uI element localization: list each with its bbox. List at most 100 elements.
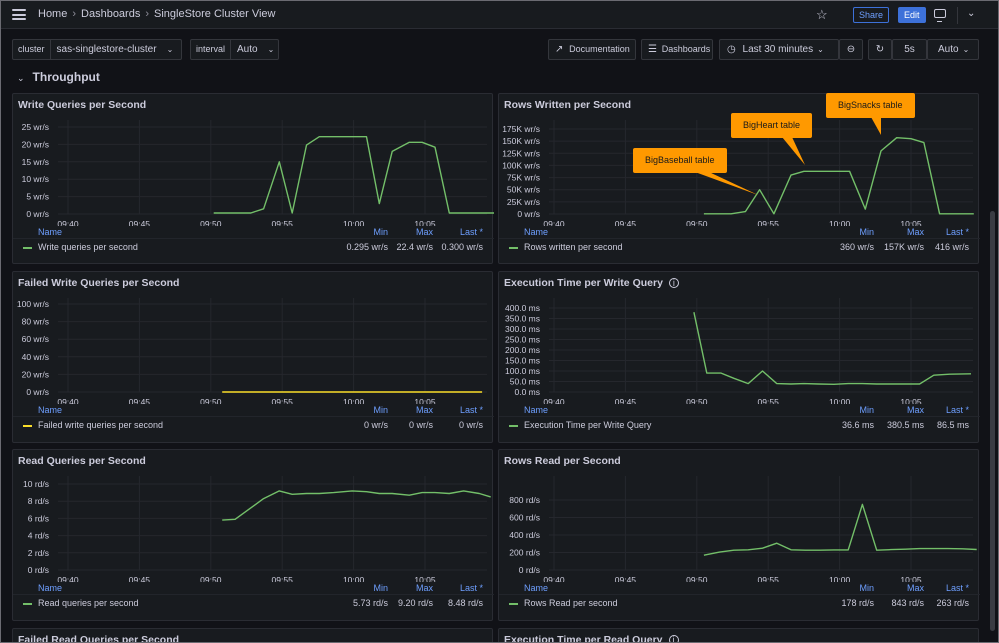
zoom-out-button[interactable]: ⊖ — [839, 39, 863, 60]
refresh-interval[interactable]: 5s — [892, 39, 927, 60]
legend-header-name: Name — [524, 227, 549, 237]
panel-title-text: Execution Time per Write Query — [504, 277, 663, 289]
refresh-button[interactable]: ↻ — [868, 39, 892, 60]
legend-header-max[interactable]: Max — [415, 405, 433, 415]
legend-header-last[interactable]: Last * — [945, 405, 969, 415]
legend-series-name[interactable]: Failed write queries per second — [38, 420, 164, 430]
legend-header-last[interactable]: Last * — [459, 405, 483, 415]
legend-header-min[interactable]: Min — [373, 405, 388, 415]
chevron-down-icon[interactable]: ⌄ — [967, 8, 976, 19]
legend-header-min[interactable]: Min — [859, 405, 874, 415]
legend-series-name[interactable]: Write queries per second — [38, 242, 138, 252]
tv-mode-icon[interactable] — [934, 9, 946, 22]
legend-header-max[interactable]: Max — [906, 583, 924, 593]
legend-row[interactable]: Execution Time per Write Query 36.6 ms 380… — [499, 416, 980, 434]
x-tick-label: 09:45 — [615, 397, 637, 404]
legend-row[interactable]: Rows written per second 360 wr/s 157K wr/s… — [499, 238, 980, 256]
legend-last-value: 8.48 rd/s — [447, 598, 483, 608]
x-tick-label: 09:40 — [543, 575, 565, 582]
panel-read-queries[interactable]: Read Queries per Second 10 rd/s 8 rd/s 6 rd… — [12, 449, 494, 621]
menu-icon[interactable] — [12, 9, 26, 20]
x-tick-label: 10:00 — [829, 219, 851, 226]
legend-header-last[interactable]: Last * — [459, 227, 483, 237]
legend-header-last[interactable]: Last * — [945, 227, 969, 237]
dashboards-button[interactable]: ☰ Dashboards — [641, 39, 713, 60]
legend-row[interactable]: Write queries per second 0.295 wr/s 22.4 w… — [13, 238, 494, 256]
panel-failed-read-queries[interactable]: Failed Read Queries per Second — [12, 628, 493, 642]
cluster-variable-value[interactable]: sas-singlestore-cluster — [56, 44, 157, 55]
x-tick-label: 09:55 — [758, 219, 780, 226]
y-tick-label: 800 rd/s — [509, 495, 540, 505]
x-tick-label: 09:50 — [200, 575, 222, 582]
legend-header-min[interactable]: Min — [859, 583, 874, 593]
annotation-bigbaseball[interactable]: BigBaseball table — [633, 148, 727, 173]
legend-header-max[interactable]: Max — [906, 405, 924, 415]
legend-header-min[interactable]: Min — [859, 227, 874, 237]
legend-min-value: 0.295 wr/s — [346, 242, 388, 252]
y-tick-label: 0 rd/s — [519, 565, 540, 575]
legend-header-min[interactable]: Min — [373, 583, 388, 593]
series-line[interactable] — [693, 312, 972, 386]
panel-exec-time-write[interactable]: Execution Time per Write Query i 400.0 ms 3… — [498, 271, 980, 443]
legend-header-min[interactable]: Min — [373, 227, 388, 237]
legend-header-max[interactable]: Max — [415, 227, 433, 237]
legend-header-max[interactable]: Max — [415, 583, 433, 593]
legend-series-name[interactable]: Rows Read per second — [524, 598, 618, 608]
row-header-throughput[interactable]: ⌄ Throughput — [17, 70, 100, 84]
series-line[interactable] — [703, 137, 974, 215]
legend-header-last[interactable]: Last * — [459, 583, 483, 593]
refresh-mode-value: Auto — [938, 44, 959, 55]
info-icon[interactable]: i — [668, 635, 679, 642]
breadcrumb-dashboards[interactable]: Dashboards — [81, 8, 141, 20]
info-icon[interactable]: i — [668, 278, 679, 288]
panel-failed-write-queries[interactable]: Failed Write Queries per Second 100 wr/s 8… — [12, 271, 494, 443]
time-range-picker[interactable]: ◷ Last 30 minutes ⌄ — [719, 39, 839, 60]
series-line[interactable] — [703, 503, 977, 556]
y-tick-label: 20 wr/s — [22, 139, 49, 149]
interval-variable-select[interactable]: interval Auto ⌄ — [190, 39, 279, 60]
series-line[interactable] — [222, 490, 491, 521]
chart-plot[interactable]: 175K wr/s 150K wr/s 125K wr/s 100K wr/s 75K … — [499, 116, 980, 226]
x-tick-label: 09:50 — [200, 397, 222, 404]
panel-rows-read[interactable]: Rows Read per Second 800 rd/s 600 rd/s 400 … — [498, 449, 980, 621]
chart-plot[interactable]: 25 wr/s 20 wr/s 15 wr/s 10 wr/s 5 wr/s 0 wr/s… — [13, 116, 494, 226]
y-tick-label: 4 rd/s — [28, 531, 49, 541]
legend-row[interactable]: Failed write queries per second 0 wr/s 0 w… — [13, 416, 494, 434]
legend-header-max[interactable]: Max — [906, 227, 924, 237]
x-tick-label: 10:05 — [900, 219, 922, 226]
y-tick-label: 6 rd/s — [28, 513, 49, 523]
legend-last-value: 416 wr/s — [934, 242, 969, 252]
panel-exec-time-read[interactable]: Execution Time per Read Query i — [498, 628, 979, 642]
legend-row[interactable]: Read queries per second 5.73 rd/s 9.20 rd/… — [13, 594, 494, 612]
legend-series-name[interactable]: Read queries per second — [38, 598, 139, 608]
y-tick-label: 20 wr/s — [22, 369, 49, 379]
series-line[interactable] — [213, 136, 494, 214]
documentation-button[interactable]: ↗ Documentation — [548, 39, 636, 60]
edit-button[interactable]: Edit — [898, 7, 926, 23]
share-button[interactable]: Share — [853, 7, 890, 23]
legend-series-name[interactable]: Execution Time per Write Query — [524, 420, 652, 430]
cluster-variable-select[interactable]: cluster sas-singlestore-cluster ⌄ — [12, 39, 182, 60]
legend-series-name[interactable]: Rows written per second — [524, 242, 623, 252]
star-icon[interactable]: ☆ — [816, 7, 828, 22]
chevron-down-icon: ⌄ — [17, 73, 25, 83]
legend-max-value: 157K wr/s — [883, 242, 924, 252]
legend-header-last[interactable]: Last * — [945, 583, 969, 593]
y-tick-label: 25K wr/s — [507, 197, 540, 207]
x-tick-label: 10:05 — [414, 397, 436, 404]
chart-plot[interactable]: 10 rd/s 8 rd/s 6 rd/s 4 rd/s 2 rd/s 0 rd/s 09:… — [13, 472, 494, 582]
interval-variable-value[interactable]: Auto — [237, 44, 258, 55]
scrollbar[interactable] — [990, 211, 995, 631]
chevron-down-icon: ⌄ — [817, 45, 824, 54]
breadcrumb-home[interactable]: Home — [38, 8, 68, 20]
x-tick-label: 09:55 — [272, 397, 294, 404]
chart-plot[interactable]: 100 wr/s 80 wr/s 60 wr/s 40 wr/s 20 wr/s 0 wr… — [13, 294, 494, 404]
annotation-bigheart[interactable]: BigHeart table — [731, 113, 813, 138]
refresh-mode-select[interactable]: Auto ⌄ — [927, 39, 979, 60]
panel-write-queries[interactable]: Write Queries per Second 25 wr/s 20 wr/s 15… — [12, 93, 494, 264]
annotation-bigsnacks[interactable]: BigSnacks table — [826, 93, 915, 118]
refresh-icon: ↻ — [875, 44, 885, 55]
legend-row[interactable]: Rows Read per second 178 rd/s 843 rd/s 263 … — [499, 594, 980, 612]
